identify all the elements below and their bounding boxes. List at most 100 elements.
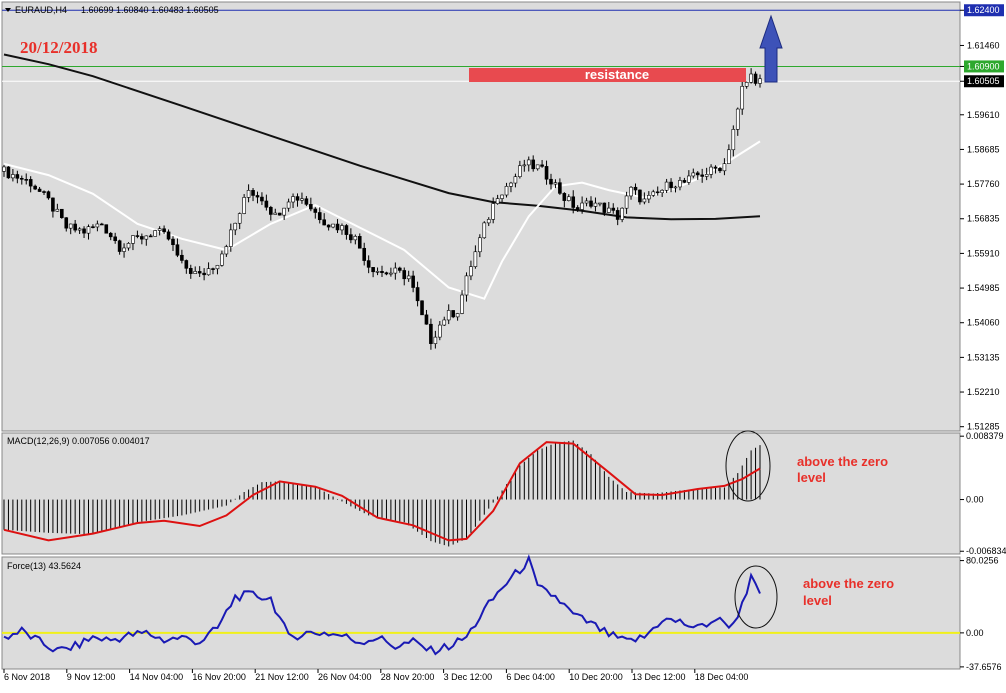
candle-body xyxy=(446,310,451,321)
candle-body xyxy=(37,188,42,192)
candle-body xyxy=(335,223,340,231)
candle-body xyxy=(753,73,758,84)
candle-body xyxy=(571,196,576,208)
candle-body xyxy=(669,181,673,188)
candle-body xyxy=(495,198,500,204)
candle-body xyxy=(6,166,11,179)
candle-body xyxy=(15,174,20,179)
time-tick-label: 3 Dec 12:00 xyxy=(444,672,493,682)
candle-body xyxy=(673,186,678,189)
candle-body xyxy=(442,319,447,326)
candle-body xyxy=(304,198,309,205)
candle-body xyxy=(624,195,629,209)
candle-body xyxy=(206,268,211,276)
candle-body xyxy=(366,260,371,268)
candle-body xyxy=(64,217,69,229)
force-panel[interactable] xyxy=(1,556,961,670)
candle-body xyxy=(638,189,642,203)
candle-body xyxy=(589,200,593,207)
date-title: 20/12/2018 xyxy=(20,38,97,57)
candle-body xyxy=(251,190,255,196)
time-tick-label: 16 Nov 20:00 xyxy=(192,672,246,682)
resistance-label: resistance xyxy=(585,67,649,82)
candle-body xyxy=(113,236,117,242)
candle-body xyxy=(157,228,162,231)
force-highlight-circle xyxy=(734,565,778,629)
candle-body xyxy=(451,310,455,318)
candle-body xyxy=(224,246,229,255)
candle-body xyxy=(286,201,291,209)
time-tick-label: 6 Dec 04:00 xyxy=(506,672,555,682)
candle-body xyxy=(575,207,580,210)
candle-body xyxy=(415,287,420,302)
candle-body xyxy=(175,244,180,256)
macd-axis: 0.008379 0.00 -0.006834 xyxy=(960,431,1006,556)
candle-body xyxy=(220,253,224,266)
candle-body xyxy=(389,272,393,275)
force-annotation-line2: level xyxy=(803,593,832,608)
candle-body xyxy=(144,235,149,240)
candle-body xyxy=(678,180,682,188)
candle-body xyxy=(406,275,411,280)
candle-body xyxy=(566,196,571,201)
candle-body xyxy=(531,159,536,170)
candle-body xyxy=(509,182,513,187)
candle-body xyxy=(598,202,602,205)
candle-body xyxy=(420,300,424,316)
candle-body xyxy=(237,213,242,224)
candle-body xyxy=(749,73,753,83)
candle-body xyxy=(473,251,478,267)
candle-body xyxy=(255,195,260,198)
candle-body xyxy=(433,336,438,344)
macd-annotation-line2: level xyxy=(797,470,826,485)
candle-body xyxy=(42,191,46,193)
candle-body xyxy=(55,208,60,212)
candle-body xyxy=(188,268,193,274)
price-tick-label: 1.62400 xyxy=(967,5,1000,15)
candle-body xyxy=(553,182,558,185)
candle-body xyxy=(313,208,318,213)
candle-body xyxy=(731,129,736,151)
candle-body xyxy=(647,195,651,200)
candle-body xyxy=(464,275,469,296)
symbol-label: EURAUD,H4 xyxy=(15,5,67,15)
price-tick-label: 1.55910 xyxy=(967,248,1000,258)
candle-body xyxy=(709,166,713,175)
candle-body xyxy=(77,228,82,231)
time-tick-label: 14 Nov 04:00 xyxy=(130,672,184,682)
candle-body xyxy=(344,225,349,235)
candle-body xyxy=(513,176,518,184)
force-axis: 80.0256 0.00 -37.6576 xyxy=(960,556,1002,672)
candle-body xyxy=(331,223,335,228)
candle-body xyxy=(46,191,51,199)
dropdown-triangle-icon[interactable] xyxy=(5,8,11,12)
price-tick-label: 1.54985 xyxy=(967,283,1000,293)
candle-body xyxy=(317,212,322,221)
time-tick-label: 9 Nov 12:00 xyxy=(67,672,116,682)
candle-body xyxy=(620,207,624,220)
candle-body xyxy=(91,226,95,228)
price-tick-label: 1.56835 xyxy=(967,214,1000,224)
candle-body xyxy=(126,243,131,249)
candle-body xyxy=(148,235,153,238)
candle-body xyxy=(713,166,718,169)
price-tick-label: 1.60505 xyxy=(967,76,1000,86)
price-axis: 1.62400 1.61460 1.60900 1.60505 1.59610 1.586… xyxy=(960,4,1004,432)
candle-body xyxy=(309,204,313,210)
candle-body xyxy=(229,229,233,247)
price-tick-label: 1.51285 xyxy=(967,422,1000,432)
macd-panel[interactable] xyxy=(1,432,961,555)
time-tick-label: 13 Dec 12:00 xyxy=(632,672,686,682)
candle-body xyxy=(233,222,238,231)
candle-body xyxy=(535,164,540,170)
candle-body xyxy=(277,212,282,216)
candle-body xyxy=(100,223,104,226)
price-level-tag xyxy=(964,75,1004,88)
candle-body xyxy=(326,224,331,228)
macd-annotation-line1: above the zero xyxy=(797,454,888,469)
candle-body xyxy=(593,202,598,207)
candle-body xyxy=(482,222,487,239)
resistance-bar xyxy=(469,68,746,82)
candle-body xyxy=(104,224,109,234)
